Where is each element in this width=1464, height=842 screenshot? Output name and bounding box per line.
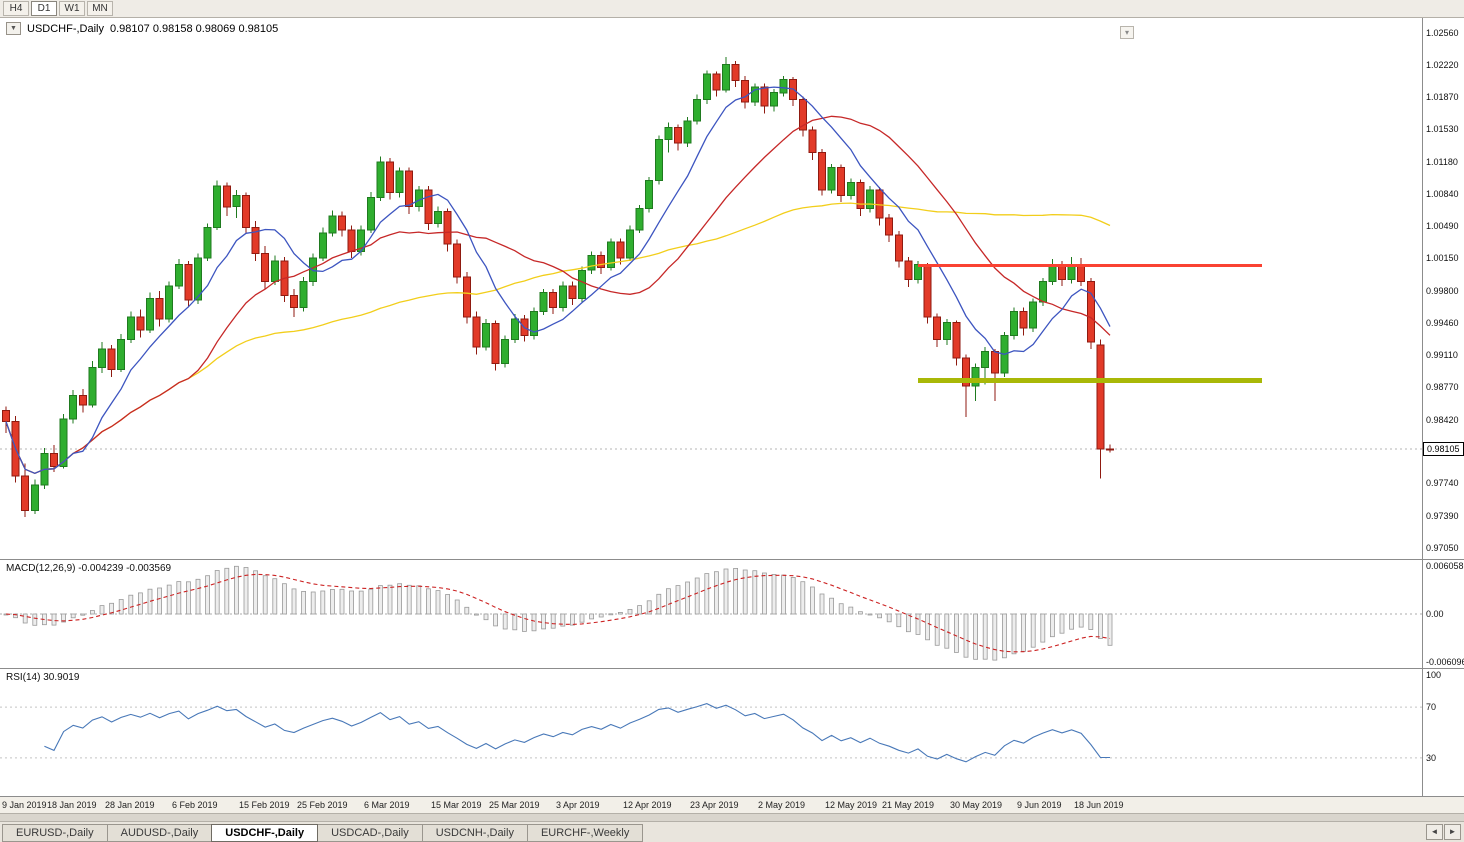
timeframe-toolbar: H4 D1 W1 MN bbox=[0, 0, 1464, 18]
macd-axis-label: -0.006096 bbox=[1426, 657, 1464, 667]
date-label: 9 Jun 2019 bbox=[1017, 800, 1062, 810]
price-axis-label: 0.98420 bbox=[1426, 415, 1459, 425]
date-label: 25 Feb 2019 bbox=[297, 800, 348, 810]
date-label: 12 Apr 2019 bbox=[623, 800, 672, 810]
rsi-panel: RSI(14) 30.9019 100 70 30 bbox=[0, 669, 1464, 797]
tab-scrollers: ◄ ► bbox=[1426, 824, 1461, 840]
time-axis: 9 Jan 2019 18 Jan 2019 28 Jan 2019 6 Feb 20… bbox=[0, 797, 1464, 814]
date-label: 2 May 2019 bbox=[758, 800, 806, 810]
chart-tabs: EURUSD-,Daily AUDUSD-,Daily USDCHF-,Daily U… bbox=[2, 823, 644, 842]
chart-tab-usdcad[interactable]: USDCAD-,Daily bbox=[317, 824, 423, 842]
macd-axis: 0.006058 0.00 -0.006096 bbox=[1422, 560, 1464, 668]
chart-tab-eurusd[interactable]: EURUSD-,Daily bbox=[2, 824, 108, 842]
bottom-bar: EURUSD-,Daily AUDUSD-,Daily USDCHF-,Daily U… bbox=[0, 814, 1464, 842]
date-label: 28 Jan 2019 bbox=[105, 800, 155, 810]
chart-tab-eurchf[interactable]: EURCHF-,Weekly bbox=[526, 824, 644, 842]
date-label: 30 May 2019 bbox=[950, 800, 1003, 810]
symbol-dropdown-icon[interactable]: ▼ bbox=[6, 22, 21, 35]
chart-shift-marker[interactable]: ▾ bbox=[1120, 26, 1134, 39]
rsi-chart[interactable] bbox=[0, 669, 1422, 796]
price-axis-label: 1.01530 bbox=[1426, 124, 1459, 134]
tab-scroll-left-icon[interactable]: ◄ bbox=[1426, 824, 1443, 840]
date-label: 21 May 2019 bbox=[882, 800, 935, 810]
rsi-axis-label: 100 bbox=[1426, 670, 1442, 680]
macd-axis-label: 0.006058 bbox=[1426, 561, 1464, 571]
price-axis-label: 1.00840 bbox=[1426, 189, 1459, 199]
rsi-axis: 100 70 30 bbox=[1422, 669, 1464, 796]
date-label: 18 Jun 2019 bbox=[1074, 800, 1124, 810]
date-label: 6 Mar 2019 bbox=[364, 800, 410, 810]
price-axis-label: 1.01180 bbox=[1426, 157, 1458, 167]
date-label: 6 Feb 2019 bbox=[172, 800, 218, 810]
rsi-axis-label: 30 bbox=[1426, 753, 1437, 763]
date-label: 3 Apr 2019 bbox=[556, 800, 600, 810]
price-axis-label: 0.97050 bbox=[1426, 543, 1459, 553]
date-label: 12 May 2019 bbox=[825, 800, 878, 810]
ohlc-values: 0.98107 0.98158 0.98069 0.98105 bbox=[110, 22, 279, 35]
date-label: 18 Jan 2019 bbox=[47, 800, 97, 810]
date-label: 15 Mar 2019 bbox=[431, 800, 482, 810]
price-axis-label: 0.99800 bbox=[1426, 286, 1459, 296]
ma-mid bbox=[5, 115, 1111, 475]
price-axis-label: 1.00150 bbox=[1426, 253, 1459, 263]
price-axis: 0.98105 1.02560 1.02220 1.01870 1.01530 1.01… bbox=[1422, 18, 1464, 559]
macd-chart[interactable] bbox=[0, 560, 1422, 668]
price-axis-label: 1.02220 bbox=[1426, 60, 1459, 70]
chart-tab-usdchf[interactable]: USDCHF-,Daily bbox=[211, 824, 319, 842]
tab-scroll-right-icon[interactable]: ► bbox=[1444, 824, 1461, 840]
date-label: 9 Jan 2019 bbox=[2, 800, 47, 810]
timeframe-button-d1[interactable]: D1 bbox=[31, 1, 57, 16]
macd-label: MACD(12,26,9) -0.004239 -0.003569 bbox=[6, 563, 172, 574]
date-label: 25 Mar 2019 bbox=[489, 800, 540, 810]
timeframe-button-mn[interactable]: MN bbox=[87, 1, 113, 16]
price-axis-label: 0.99110 bbox=[1426, 350, 1458, 360]
price-axis-label: 0.97390 bbox=[1426, 511, 1459, 521]
price-axis-label: 0.98770 bbox=[1426, 382, 1459, 392]
chart-title: ▼ USDCHF-,Daily 0.98107 0.98158 0.98069 … bbox=[6, 22, 278, 35]
price-axis-label: 1.01870 bbox=[1426, 92, 1459, 102]
macd-axis-label: 0.00 bbox=[1426, 609, 1444, 619]
symbol-label: USDCHF-,Daily bbox=[27, 22, 104, 35]
chart-tab-audusd[interactable]: AUDUSD-,Daily bbox=[106, 824, 213, 842]
main-chart-panel: ▼ USDCHF-,Daily 0.98107 0.98158 0.98069 … bbox=[0, 18, 1464, 560]
date-label: 15 Feb 2019 bbox=[239, 800, 290, 810]
price-axis-label: 0.99460 bbox=[1426, 318, 1459, 328]
current-price-badge: 0.98105 bbox=[1423, 442, 1464, 456]
macd-panel: MACD(12,26,9) -0.004239 -0.003569 0.0060… bbox=[0, 560, 1464, 669]
ma-fast bbox=[5, 86, 1111, 475]
chart-tab-usdcnh[interactable]: USDCNH-,Daily bbox=[421, 824, 528, 842]
date-label: 23 Apr 2019 bbox=[690, 800, 739, 810]
price-axis-label: 1.02560 bbox=[1426, 28, 1459, 38]
candlestick-chart[interactable] bbox=[0, 18, 1422, 559]
horizontal-scrollbar[interactable] bbox=[0, 814, 1464, 822]
rsi-label: RSI(14) 30.9019 bbox=[6, 672, 80, 683]
timeframe-button-h4[interactable]: H4 bbox=[3, 1, 29, 16]
rsi-axis-label: 70 bbox=[1426, 702, 1437, 712]
timeframe-button-w1[interactable]: W1 bbox=[59, 1, 85, 16]
price-axis-label: 1.00490 bbox=[1426, 221, 1459, 231]
price-axis-label: 0.97740 bbox=[1426, 478, 1459, 488]
